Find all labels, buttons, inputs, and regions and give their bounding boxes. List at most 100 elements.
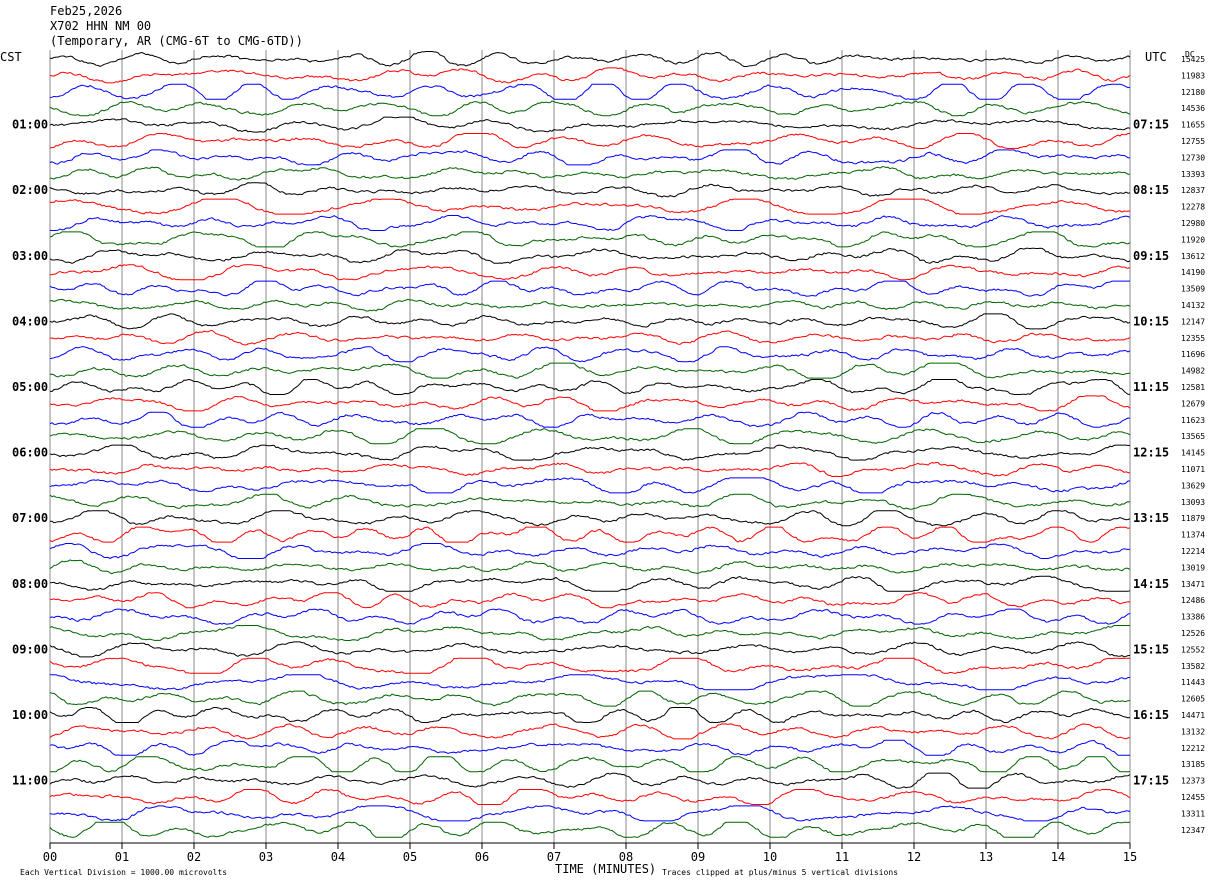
- dc-offset-label: 12180: [1181, 88, 1205, 97]
- trace-line: [49, 247, 1131, 264]
- x-tick-label: 03: [259, 850, 273, 864]
- dc-offset-label: 13565: [1181, 432, 1205, 441]
- x-tick-label: 06: [475, 850, 489, 864]
- dc-offset-label: 12214: [1181, 547, 1205, 556]
- chart-date: Feb25,2026: [50, 4, 123, 18]
- trace-line: [49, 559, 1131, 575]
- dc-offset-label: 11879: [1181, 514, 1205, 523]
- trace-line: [49, 214, 1131, 232]
- trace-line: [49, 575, 1131, 592]
- x-tick-label: 07: [547, 850, 561, 864]
- left-hour-labels: 01:00 02:00 03:00 04:00 05:00 06:00 07:00 08:00…: [12, 118, 48, 788]
- right-hour-label: 07:15: [1133, 118, 1169, 132]
- dc-offset-label: 11655: [1181, 121, 1205, 130]
- trace-line: [49, 805, 1131, 822]
- trace-line: [49, 477, 1130, 494]
- dc-offset-label: 11623: [1181, 416, 1205, 425]
- trace-line: [49, 198, 1131, 215]
- trace-line: [49, 526, 1131, 543]
- dc-offset-label: 13311: [1181, 809, 1205, 818]
- x-axis-ticks: 00 01 02 03 04 05 06 07 08 09 10 11 12 13 14 15: [43, 843, 1137, 864]
- trace-line: [49, 116, 1131, 133]
- trace-line: [49, 313, 1131, 330]
- dc-offset-labels: 15425 11983 12180 14536 11655 12755 12730 13393…: [1181, 55, 1205, 835]
- x-tick-label: 12: [907, 850, 921, 864]
- left-timezone-label: CST: [0, 50, 22, 64]
- left-hour-label: 05:00: [12, 380, 48, 394]
- dc-offset-label: 13393: [1181, 170, 1205, 179]
- left-hour-label: 06:00: [12, 446, 48, 460]
- trace-line: [49, 395, 1131, 412]
- trace-line: [49, 444, 1131, 461]
- left-hour-label: 08:00: [12, 577, 48, 591]
- trace-line: [49, 132, 1130, 150]
- dc-offset-label: 14536: [1181, 104, 1205, 113]
- x-axis-title: TIME (MINUTES): [555, 862, 656, 876]
- trace-line: [49, 707, 1131, 724]
- trace-line: [49, 362, 1131, 379]
- x-tick-label: 09: [691, 850, 705, 864]
- trace-line: [50, 51, 1131, 68]
- dc-offset-label: 13471: [1181, 580, 1205, 589]
- trace-line: [49, 493, 1131, 510]
- right-hour-label: 10:15: [1133, 314, 1169, 328]
- trace-line: [49, 641, 1131, 658]
- dc-offset-label: 12837: [1181, 186, 1205, 195]
- dc-offset-label: 12373: [1181, 777, 1205, 786]
- dc-header-label: DC: [1185, 50, 1195, 59]
- left-hour-label: 04:00: [12, 314, 48, 328]
- x-tick-label: 04: [331, 850, 345, 864]
- left-hour-label: 10:00: [12, 708, 48, 722]
- minute-gridlines: [49, 50, 1131, 843]
- right-timezone-label: UTC: [1145, 50, 1167, 64]
- dc-offset-label: 12147: [1181, 317, 1205, 326]
- right-hour-label: 14:15: [1133, 577, 1169, 591]
- dc-offset-label: 14132: [1181, 301, 1205, 310]
- trace-line: [49, 378, 1131, 396]
- trace-line: [49, 608, 1131, 625]
- trace-line: [49, 149, 1131, 166]
- left-hour-label: 11:00: [12, 774, 48, 788]
- dc-offset-label: 13185: [1181, 760, 1205, 769]
- trace-line: [49, 625, 1130, 642]
- dc-offset-label: 13509: [1181, 285, 1205, 294]
- left-hour-label: 01:00: [12, 118, 48, 132]
- trace-line: [49, 100, 1131, 117]
- x-tick-label: 05: [403, 850, 417, 864]
- right-hour-label: 08:15: [1133, 183, 1169, 197]
- network-description: (Temporary, AR (CMG-6T to CMG-6TD)): [50, 34, 303, 48]
- trace-line: [50, 510, 1131, 527]
- right-hour-label: 09:15: [1133, 249, 1169, 263]
- dc-offset-label: 12755: [1181, 137, 1205, 146]
- trace-line: [49, 657, 1130, 674]
- dc-offset-label: 12455: [1181, 793, 1205, 802]
- dc-offset-label: 13612: [1181, 252, 1205, 261]
- trace-line: [49, 280, 1130, 297]
- x-tick-label: 00: [43, 850, 57, 864]
- trace-line: [49, 462, 1131, 477]
- dc-offset-label: 13093: [1181, 498, 1205, 507]
- dc-offset-label: 12347: [1181, 826, 1205, 835]
- left-hour-label: 02:00: [12, 183, 48, 197]
- x-tick-label: 14: [1051, 850, 1065, 864]
- trace-line: [49, 182, 1131, 198]
- dc-offset-label: 14190: [1181, 268, 1205, 277]
- trace-line: [49, 543, 1131, 560]
- trace-line: [49, 723, 1131, 740]
- x-tick-label: 13: [979, 850, 993, 864]
- trace-line: [49, 788, 1131, 805]
- right-hour-label: 16:15: [1133, 708, 1169, 722]
- dc-offset-label: 13629: [1181, 481, 1205, 490]
- trace-line: [49, 231, 1131, 248]
- dc-offset-label: 12278: [1181, 203, 1205, 212]
- dc-offset-label: 11374: [1181, 531, 1205, 540]
- trace-line: [49, 690, 1131, 707]
- right-hour-label: 13:15: [1133, 511, 1169, 525]
- dc-offset-label: 12486: [1181, 596, 1205, 605]
- trace-line: [49, 166, 1130, 181]
- dc-offset-label: 13386: [1181, 613, 1205, 622]
- dc-offset-label: 13132: [1181, 727, 1205, 736]
- trace-line: [49, 264, 1131, 281]
- dc-offset-label: 13019: [1181, 563, 1205, 572]
- seismic-traces: [49, 51, 1131, 838]
